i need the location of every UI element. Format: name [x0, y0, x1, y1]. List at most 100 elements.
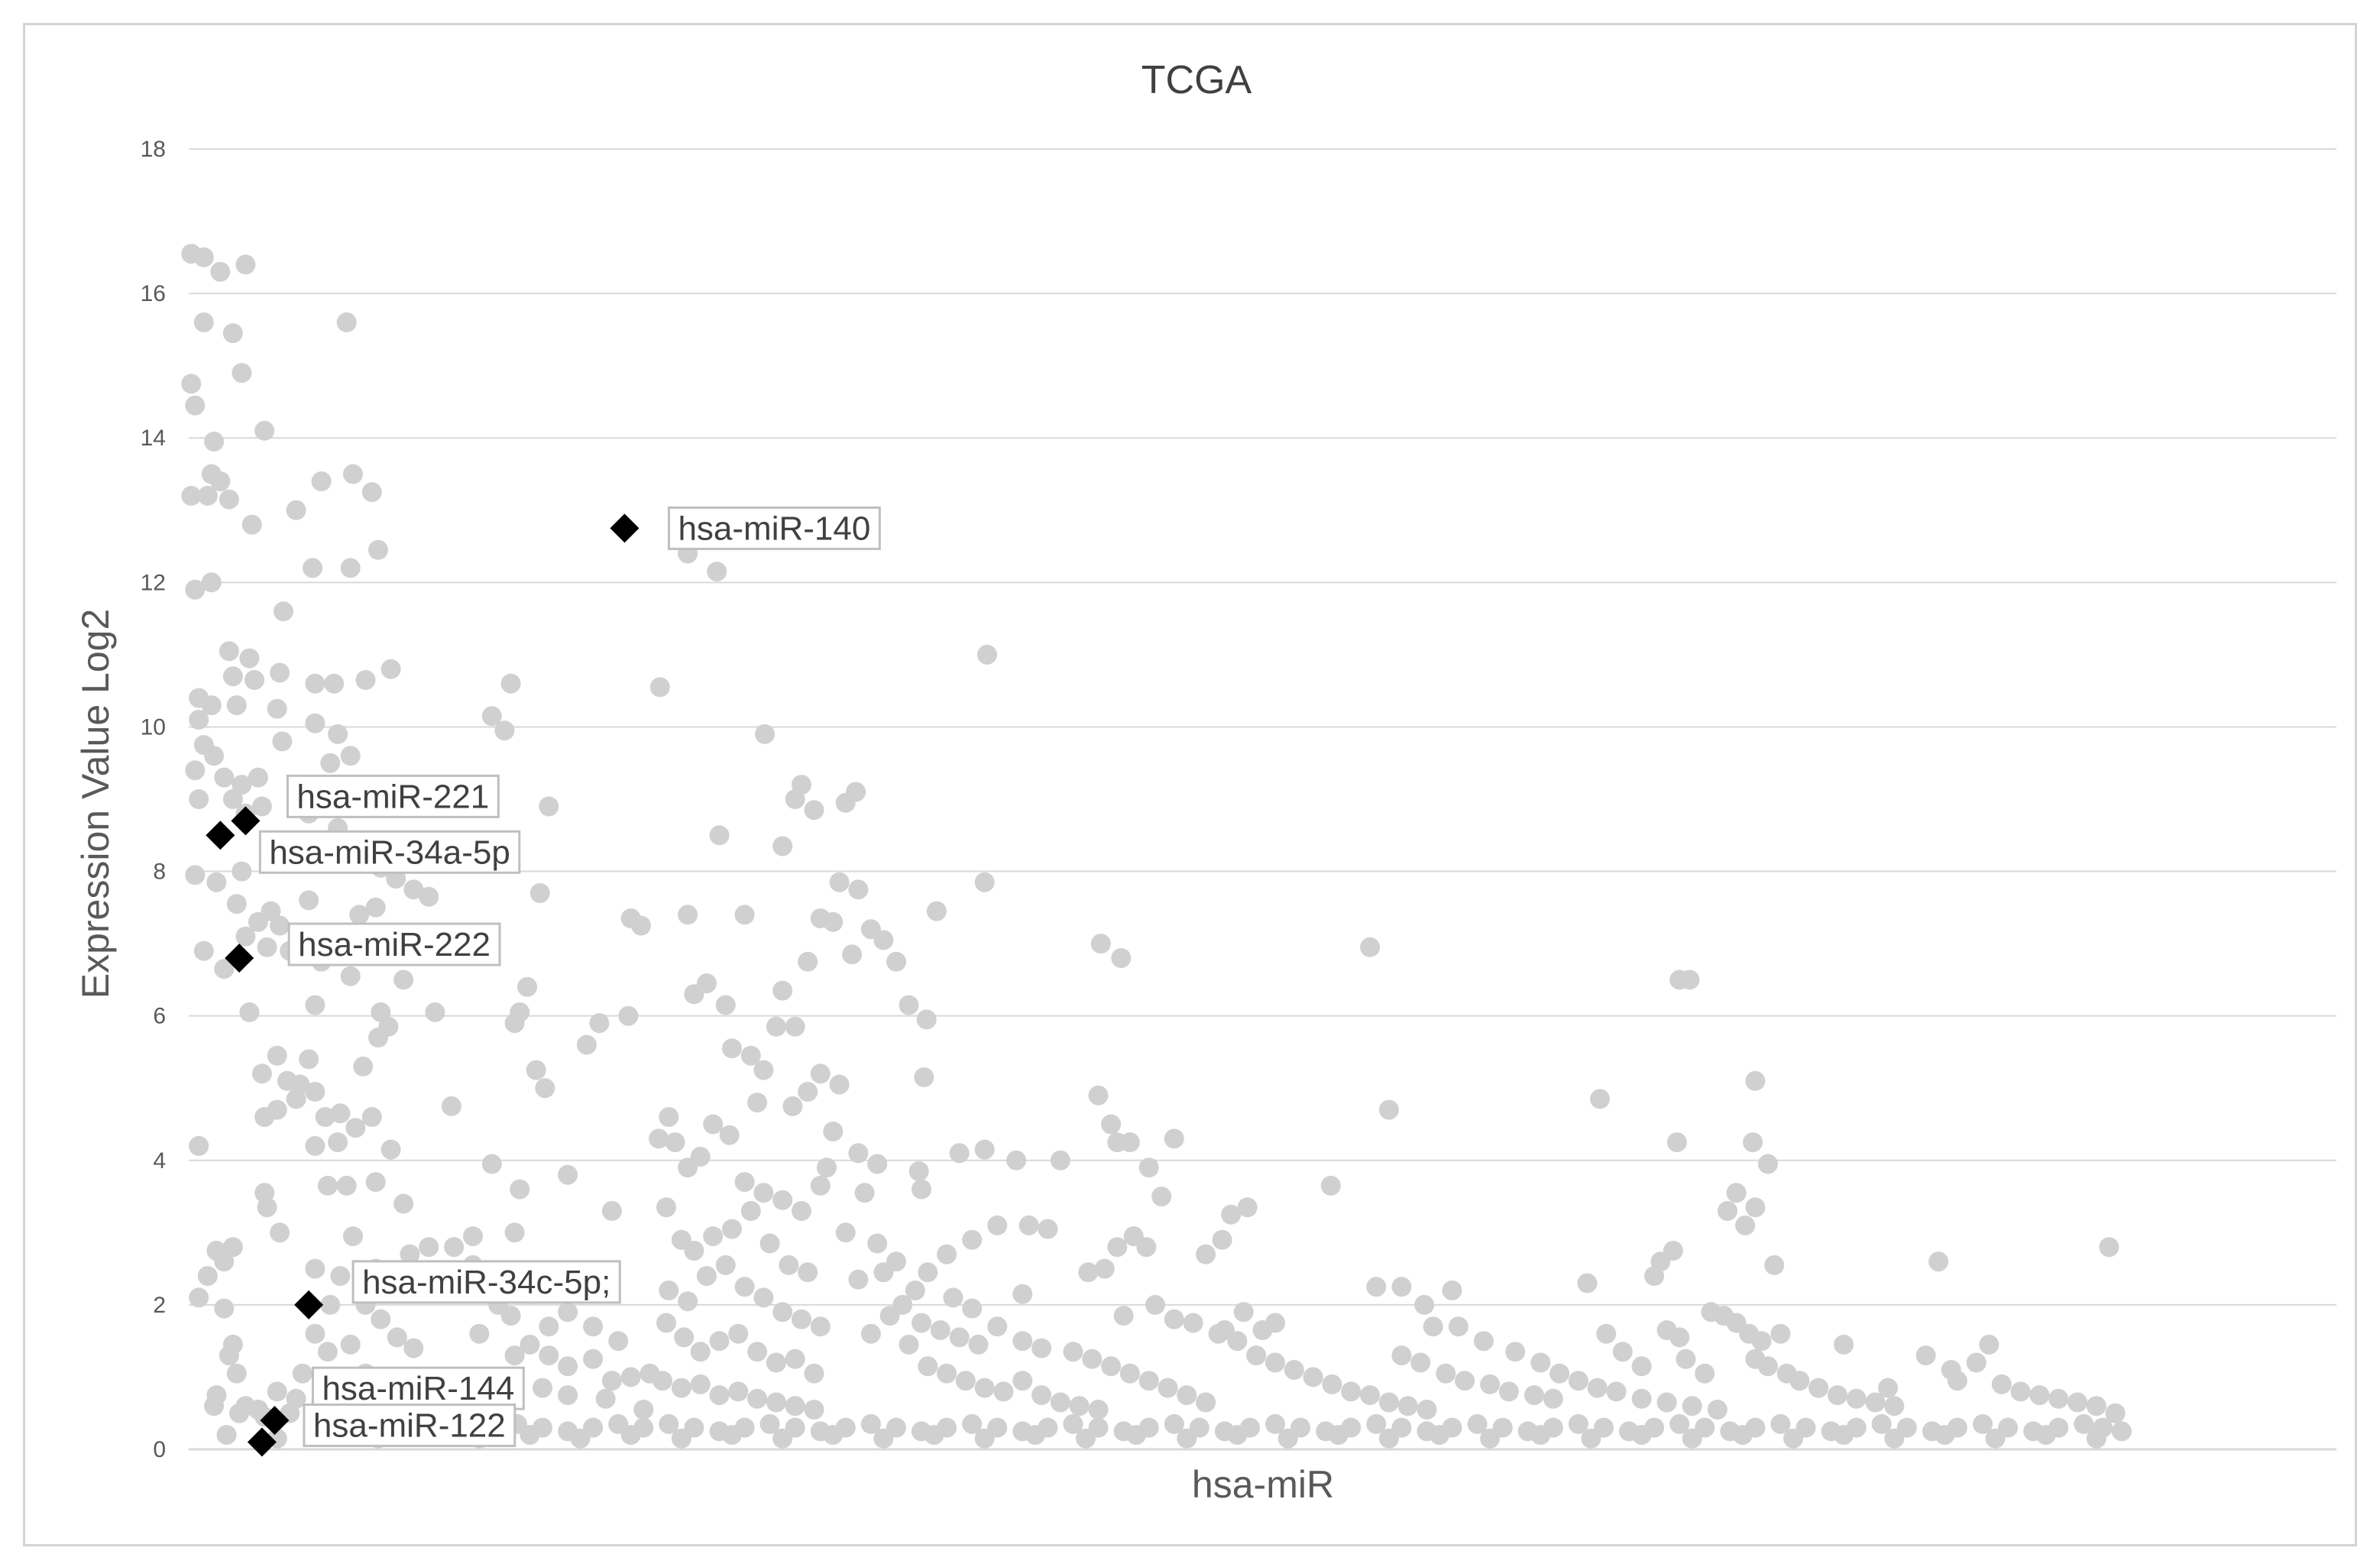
data-point — [1757, 1154, 1778, 1174]
data-point — [1430, 1425, 1449, 1446]
data-point — [403, 879, 424, 900]
x-axis-title: hsa-miR — [1192, 1463, 1334, 1506]
data-point — [393, 970, 414, 990]
data-point — [804, 1363, 824, 1384]
data-point — [1196, 1244, 1216, 1264]
callout: hsa-miR-221 — [286, 774, 500, 818]
data-point — [1631, 1425, 1652, 1446]
callout-box — [286, 774, 500, 818]
data-point — [206, 872, 227, 892]
data-point — [270, 662, 290, 683]
data-point — [380, 1139, 401, 1160]
data-point — [330, 1103, 351, 1124]
callout-box — [667, 506, 881, 550]
data-point — [1069, 1396, 1090, 1416]
data-point — [1770, 1323, 1791, 1344]
data-point — [665, 1132, 685, 1153]
data-point — [772, 980, 793, 1001]
data-point — [189, 1135, 209, 1156]
data-point — [1666, 1132, 1687, 1153]
data-point — [469, 1323, 490, 1344]
callout: hsa-miR-144 — [311, 1366, 525, 1410]
data-point — [1303, 1367, 1323, 1387]
data-point — [1378, 1099, 1399, 1120]
data-point — [779, 1255, 799, 1275]
data-point — [987, 1316, 1008, 1337]
data-point — [340, 558, 361, 578]
data-point — [974, 1428, 995, 1449]
y-tick-8: 8 — [153, 860, 166, 885]
data-point — [425, 1002, 445, 1022]
data-point — [772, 1428, 793, 1449]
data-point — [355, 670, 376, 690]
data-point — [968, 1334, 989, 1355]
data-point — [1138, 1157, 1159, 1178]
data-point — [905, 1280, 925, 1300]
data-point — [1012, 1371, 1033, 1391]
data-point — [962, 1229, 983, 1250]
data-point — [690, 1374, 711, 1394]
data-point — [601, 1371, 622, 1391]
callout-text: hsa-miR-144 — [322, 1370, 514, 1407]
data-point — [1884, 1428, 1905, 1449]
callout: hsa-miR-34c-5p; — [351, 1260, 621, 1304]
data-point — [1442, 1280, 1462, 1300]
data-point — [320, 1294, 341, 1315]
data-point — [1871, 1413, 1892, 1434]
data-point — [494, 720, 515, 741]
data-point — [1631, 1388, 1652, 1409]
data-point — [526, 1060, 546, 1080]
data-point — [1090, 934, 1111, 954]
data-point — [848, 879, 869, 900]
data-point — [899, 1334, 919, 1355]
data-point — [782, 1096, 803, 1116]
callout-box — [258, 830, 521, 874]
data-point — [2086, 1428, 2106, 1449]
highlight-marker — [294, 1290, 324, 1319]
data-point — [1991, 1374, 2012, 1394]
data-point — [930, 1320, 950, 1340]
data-point — [481, 706, 502, 727]
data-point — [204, 746, 225, 766]
data-point — [2010, 1381, 2031, 1402]
data-point — [317, 1175, 338, 1196]
data-point — [254, 420, 275, 441]
data-point — [1524, 1385, 1544, 1406]
data-point — [216, 1425, 237, 1446]
data-point — [340, 746, 361, 766]
data-point — [286, 500, 306, 520]
y-tick-18: 18 — [141, 137, 166, 162]
data-point — [1827, 1385, 1847, 1406]
data-point — [1012, 1331, 1033, 1352]
data-point — [671, 1428, 691, 1449]
data-point — [792, 1309, 811, 1329]
data-point — [1119, 1132, 1140, 1153]
data-point — [2099, 1237, 2119, 1258]
data-point — [343, 1226, 363, 1247]
data-point — [1397, 1396, 1418, 1416]
data-point — [328, 724, 348, 744]
data-point — [962, 1298, 983, 1319]
highlight-marker — [206, 821, 235, 850]
data-point — [380, 659, 401, 679]
data-point — [558, 1164, 578, 1185]
data-point — [690, 1147, 711, 1167]
data-point — [1328, 1425, 1349, 1446]
data-point — [1530, 1352, 1551, 1373]
data-point — [303, 558, 322, 578]
data-point — [798, 1262, 818, 1283]
data-point — [232, 363, 252, 384]
data-point — [189, 1287, 209, 1308]
data-point — [715, 995, 736, 1015]
data-point — [1679, 970, 1700, 990]
data-point — [759, 1233, 780, 1254]
data-point — [558, 1302, 578, 1323]
data-point — [193, 941, 214, 961]
data-point — [829, 1074, 850, 1095]
y-axis-title: Expression Value Log2 — [74, 609, 117, 999]
data-point — [684, 1241, 704, 1261]
data-point — [222, 1334, 243, 1355]
data-point — [1834, 1334, 1854, 1355]
data-point — [1031, 1385, 1052, 1406]
data-point — [707, 562, 727, 582]
